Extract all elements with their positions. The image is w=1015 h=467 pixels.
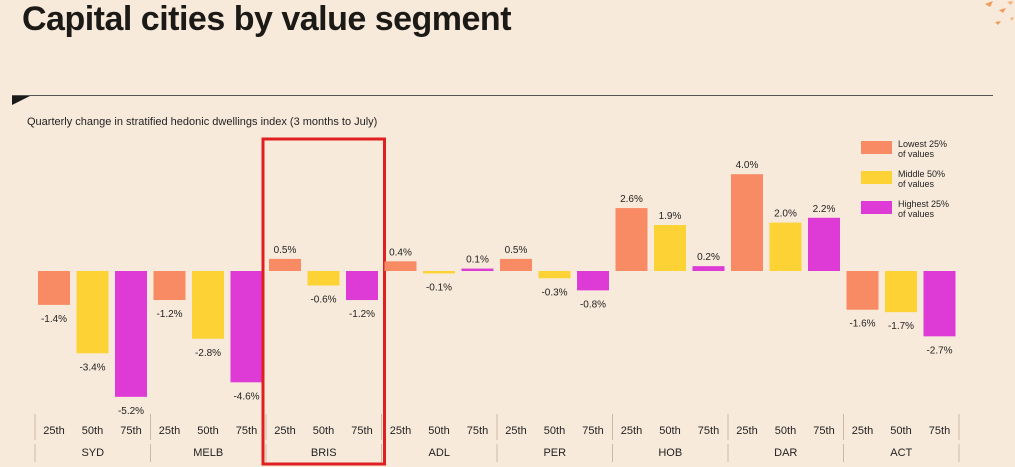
legend-label: Middle 50% bbox=[898, 169, 945, 179]
tick-label: 25th bbox=[43, 425, 64, 437]
tick-label: 75th bbox=[236, 425, 257, 437]
tick-label: 25th bbox=[390, 425, 411, 437]
bar-per-25th bbox=[500, 258, 532, 271]
category-label: DAR bbox=[774, 447, 797, 459]
bar-adl-75th bbox=[461, 268, 494, 271]
legend-swatch bbox=[861, 201, 892, 214]
legend-swatch bbox=[861, 171, 892, 184]
bar-hob-50th bbox=[654, 225, 686, 271]
data-label: -4.6% bbox=[233, 391, 259, 402]
data-label: -0.6% bbox=[310, 295, 336, 306]
data-label: -1.6% bbox=[849, 319, 875, 330]
legend-label: Highest 25% bbox=[898, 199, 949, 209]
category-label: ADL bbox=[429, 447, 450, 459]
data-label: 0.4% bbox=[389, 247, 412, 258]
legend-label: of values bbox=[898, 149, 935, 159]
bar-syd-50th bbox=[76, 271, 109, 354]
data-label: -0.1% bbox=[426, 282, 452, 293]
bar-dar-50th bbox=[769, 222, 802, 271]
data-label: 0.5% bbox=[274, 245, 297, 256]
bar-adl-25th bbox=[384, 261, 417, 271]
bar-melb-75th bbox=[230, 271, 263, 383]
bar-act-25th bbox=[846, 271, 879, 310]
data-label: -1.4% bbox=[41, 314, 67, 325]
chart-title: Quarterly change in stratified hedonic d… bbox=[27, 116, 378, 128]
decorative-leaves-icon bbox=[985, 1, 1014, 25]
data-label: -0.8% bbox=[580, 299, 606, 310]
tick-label: 75th bbox=[929, 425, 950, 437]
tick-label: 50th bbox=[775, 425, 796, 437]
section-divider bbox=[12, 95, 993, 96]
data-label: 0.5% bbox=[505, 245, 528, 256]
divider-tab bbox=[12, 96, 30, 105]
bar-adl-50th bbox=[423, 271, 455, 274]
tick-label: 75th bbox=[120, 425, 141, 437]
category-label: PER bbox=[543, 447, 566, 459]
tick-label: 50th bbox=[82, 425, 103, 437]
data-label: 2.2% bbox=[813, 204, 836, 215]
tick-label: 25th bbox=[852, 425, 873, 437]
tick-label: 25th bbox=[274, 425, 295, 437]
data-label: 2.0% bbox=[774, 209, 797, 220]
data-label: -1.2% bbox=[156, 309, 182, 320]
category-label: HOB bbox=[658, 447, 682, 459]
category-label: SYD bbox=[81, 447, 104, 459]
data-label: 0.2% bbox=[697, 252, 720, 263]
tick-label: 50th bbox=[890, 425, 911, 437]
data-label: -3.4% bbox=[79, 362, 105, 373]
bar-bris-75th bbox=[346, 271, 378, 301]
bar-hob-25th bbox=[615, 208, 648, 271]
tick-label: 25th bbox=[505, 425, 526, 437]
bar-dar-75th bbox=[808, 217, 840, 271]
tick-label: 75th bbox=[467, 425, 488, 437]
legend-label: of values bbox=[898, 179, 935, 189]
data-label: 4.0% bbox=[736, 160, 759, 171]
bar-act-75th bbox=[923, 271, 956, 337]
bar-hob-75th bbox=[692, 266, 725, 271]
tick-label: 75th bbox=[351, 425, 372, 437]
bar-per-50th bbox=[538, 271, 571, 279]
bar-syd-75th bbox=[115, 271, 147, 397]
data-label: 1.9% bbox=[659, 211, 682, 222]
legend-label: Lowest 25% bbox=[898, 139, 947, 149]
tick-label: 25th bbox=[159, 425, 180, 437]
page-title: Capital cities by value segment bbox=[22, 0, 512, 38]
bar-syd-25th bbox=[38, 271, 70, 305]
bar-per-75th bbox=[577, 271, 609, 291]
tick-label: 75th bbox=[813, 425, 834, 437]
tick-label: 50th bbox=[197, 425, 218, 437]
tick-label: 50th bbox=[659, 425, 680, 437]
category-label: BRIS bbox=[311, 447, 337, 459]
bar-act-50th bbox=[885, 271, 917, 313]
category-label: MELB bbox=[193, 447, 223, 459]
bar-bris-25th bbox=[269, 258, 301, 271]
bar-bris-50th bbox=[307, 271, 340, 286]
tick-label: 75th bbox=[698, 425, 719, 437]
bar-melb-50th bbox=[192, 271, 224, 339]
legend-label: of values bbox=[898, 209, 935, 219]
bar-melb-25th bbox=[153, 271, 186, 301]
category-label: ACT bbox=[890, 447, 912, 459]
bar-dar-25th bbox=[731, 174, 763, 271]
tick-label: 50th bbox=[428, 425, 449, 437]
tick-label: 50th bbox=[313, 425, 334, 437]
data-label: -2.7% bbox=[926, 345, 952, 356]
highlight-box bbox=[261, 137, 386, 466]
data-label: -1.7% bbox=[888, 321, 914, 332]
data-label: -1.2% bbox=[349, 309, 375, 320]
tick-label: 50th bbox=[544, 425, 565, 437]
data-label: -2.8% bbox=[195, 348, 221, 359]
data-label: -5.2% bbox=[118, 406, 144, 417]
data-label: 2.6% bbox=[620, 194, 643, 205]
tick-label: 75th bbox=[582, 425, 603, 437]
legend-swatch bbox=[861, 141, 892, 154]
tick-label: 25th bbox=[736, 425, 757, 437]
data-label: -0.3% bbox=[541, 287, 567, 298]
tick-label: 25th bbox=[621, 425, 642, 437]
data-label: 0.1% bbox=[466, 255, 489, 266]
